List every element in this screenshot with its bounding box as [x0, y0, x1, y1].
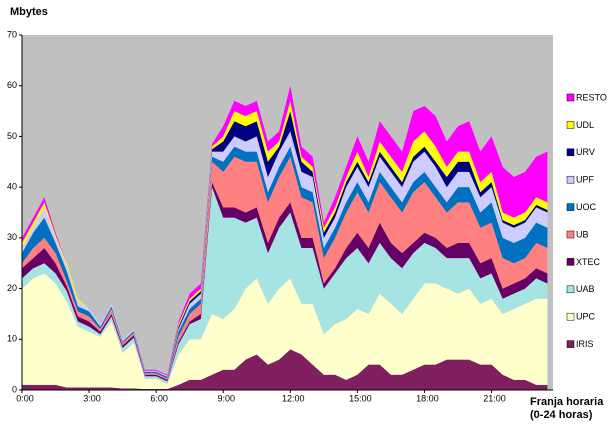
legend-swatch — [566, 121, 575, 129]
legend-swatch — [566, 340, 575, 348]
x-tick-label: 3:00 — [83, 393, 101, 403]
x-axis-label: (0-24 horas) — [530, 409, 593, 421]
x-tick-label: 6:00 — [150, 393, 168, 403]
y-tick-label: 30 — [7, 232, 17, 242]
legend-swatch — [566, 93, 575, 102]
legend-label: UOC — [576, 202, 597, 212]
legend-swatch — [566, 203, 575, 211]
area — [22, 349, 548, 390]
x-tick-label: 0:00 — [16, 393, 34, 403]
y-tick-label: 0 — [12, 384, 17, 394]
y-tick-label: 40 — [7, 182, 17, 192]
legend-swatch — [566, 258, 575, 266]
legend-swatch — [566, 148, 575, 157]
legend-swatch — [566, 312, 575, 321]
y-tick-label: 60 — [7, 80, 17, 90]
legend-label: UDL — [576, 120, 594, 130]
x-tick-label: 12:00 — [282, 393, 305, 403]
legend-label: UB — [576, 229, 589, 239]
y-tick-label: 20 — [7, 283, 17, 293]
legend-label: IRIS — [576, 339, 594, 349]
legend-swatch — [566, 285, 575, 294]
area — [22, 156, 548, 380]
legend-label: UAB — [576, 284, 595, 294]
area — [22, 273, 548, 389]
legend-swatch — [566, 175, 575, 184]
legend-label: UPC — [576, 312, 596, 322]
y-tick-label: 50 — [7, 131, 17, 141]
x-tick-label: 18:00 — [416, 393, 439, 403]
x-tick-label: 21:00 — [483, 393, 506, 403]
y-tick-label: 70 — [7, 29, 17, 39]
legend-label: UPF — [576, 175, 595, 185]
area — [22, 187, 548, 384]
legend-swatch — [566, 230, 575, 239]
x-tick-label: 9:00 — [217, 393, 235, 403]
y-tick-label: 10 — [7, 334, 17, 344]
x-axis-label: Franja horaria — [530, 396, 604, 408]
chart-title: Mbytes — [10, 6, 48, 18]
legend-label: RESTO — [576, 92, 607, 102]
x-tick-label: 15:00 — [349, 393, 372, 403]
legend-label: URV — [576, 147, 595, 157]
legend-label: XTEC — [576, 257, 601, 267]
